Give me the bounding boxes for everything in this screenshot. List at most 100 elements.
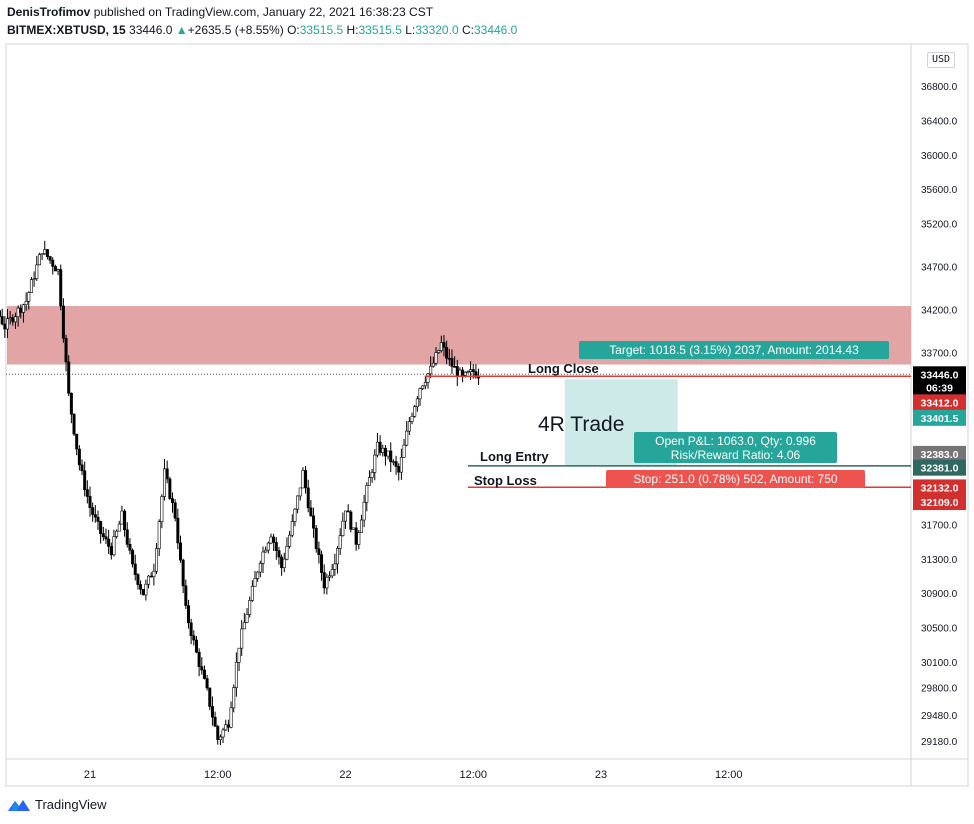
candle[interactable] bbox=[168, 476, 172, 500]
candle[interactable] bbox=[43, 240, 47, 256]
candle[interactable] bbox=[51, 257, 55, 275]
candle[interactable] bbox=[45, 248, 49, 260]
candle[interactable] bbox=[192, 630, 196, 646]
candle[interactable] bbox=[173, 499, 177, 522]
candle[interactable] bbox=[293, 508, 297, 527]
candle[interactable] bbox=[386, 450, 390, 460]
candle[interactable] bbox=[149, 572, 153, 578]
candle[interactable] bbox=[107, 529, 111, 554]
candle[interactable] bbox=[253, 571, 257, 587]
candle[interactable] bbox=[277, 546, 281, 565]
candle[interactable] bbox=[160, 494, 164, 529]
candle[interactable] bbox=[226, 719, 230, 732]
candle[interactable] bbox=[413, 404, 417, 418]
candle[interactable] bbox=[136, 572, 140, 590]
candle[interactable] bbox=[0, 306, 2, 320]
candle[interactable] bbox=[429, 356, 433, 379]
candle[interactable] bbox=[357, 529, 361, 550]
candle[interactable] bbox=[367, 470, 371, 486]
candle[interactable] bbox=[378, 435, 382, 456]
candle[interactable] bbox=[189, 618, 193, 645]
candle[interactable] bbox=[184, 579, 188, 610]
candle[interactable] bbox=[466, 370, 470, 374]
candle[interactable] bbox=[445, 340, 449, 365]
candle[interactable] bbox=[458, 367, 462, 377]
candle[interactable] bbox=[96, 510, 100, 531]
candle[interactable] bbox=[402, 438, 406, 458]
candle[interactable] bbox=[59, 264, 63, 311]
candle[interactable] bbox=[370, 468, 374, 483]
candle[interactable] bbox=[365, 482, 369, 512]
candle[interactable] bbox=[112, 529, 116, 557]
tradingview-watermark[interactable]: TradingView bbox=[7, 797, 107, 812]
candle[interactable] bbox=[309, 499, 313, 517]
candle[interactable] bbox=[381, 444, 385, 457]
price-tag[interactable]: 33446.0 bbox=[913, 366, 966, 383]
candle[interactable] bbox=[5, 309, 9, 338]
author-name[interactable]: DenisTrofimov bbox=[7, 5, 91, 19]
candle[interactable] bbox=[99, 520, 103, 544]
candle[interactable] bbox=[194, 636, 198, 654]
candle[interactable] bbox=[197, 648, 201, 677]
candle[interactable] bbox=[202, 665, 206, 680]
candle[interactable] bbox=[256, 570, 260, 582]
price-tag[interactable]: 06:39 bbox=[913, 379, 966, 396]
candle[interactable] bbox=[304, 465, 308, 494]
candle[interactable] bbox=[312, 507, 316, 538]
price-tag[interactable]: 32381.0 bbox=[913, 459, 966, 476]
candle[interactable] bbox=[147, 575, 151, 589]
candle[interactable] bbox=[64, 334, 68, 372]
candle[interactable] bbox=[128, 538, 132, 555]
candle[interactable] bbox=[178, 535, 182, 563]
candle[interactable] bbox=[314, 525, 318, 553]
candle[interactable] bbox=[269, 533, 273, 545]
candle[interactable] bbox=[163, 459, 167, 501]
candle[interactable] bbox=[176, 508, 180, 550]
price-tag[interactable]: 32132.0 bbox=[913, 479, 966, 496]
target-box[interactable]: Target: 1018.5 (3.15%) 2037, Amount: 201… bbox=[579, 341, 889, 359]
candle[interactable] bbox=[67, 355, 71, 396]
candle[interactable] bbox=[405, 420, 409, 447]
candle[interactable] bbox=[104, 528, 108, 545]
candle[interactable] bbox=[232, 684, 236, 713]
candle[interactable] bbox=[61, 298, 65, 343]
candle[interactable] bbox=[282, 552, 286, 573]
candle[interactable] bbox=[351, 527, 355, 530]
candle[interactable] bbox=[35, 255, 39, 282]
candle[interactable] bbox=[93, 505, 97, 523]
candle[interactable] bbox=[325, 573, 329, 595]
candle[interactable] bbox=[442, 335, 446, 357]
candle[interactable] bbox=[77, 445, 81, 471]
candle[interactable] bbox=[157, 519, 161, 557]
price-tag[interactable]: 32383.0 bbox=[913, 445, 966, 462]
candle[interactable] bbox=[115, 529, 119, 539]
candle[interactable] bbox=[306, 479, 310, 513]
candle[interactable] bbox=[240, 620, 244, 656]
candle[interactable] bbox=[320, 550, 324, 581]
candle[interactable] bbox=[32, 271, 36, 287]
candle[interactable] bbox=[120, 505, 124, 525]
candle[interactable] bbox=[421, 385, 425, 391]
candle[interactable] bbox=[301, 467, 305, 489]
candle[interactable] bbox=[389, 442, 393, 472]
candle[interactable] bbox=[152, 563, 156, 586]
candle[interactable] bbox=[423, 376, 427, 390]
candle[interactable] bbox=[221, 727, 225, 744]
candle[interactable] bbox=[85, 480, 89, 504]
candle[interactable] bbox=[296, 495, 300, 514]
candle[interactable] bbox=[322, 564, 326, 594]
pnl-box[interactable]: Open P&L: 1063.0, Qty: 0.996Risk/Reward … bbox=[634, 432, 837, 463]
candle[interactable] bbox=[272, 533, 276, 551]
candle[interactable] bbox=[181, 558, 185, 594]
candle[interactable] bbox=[461, 367, 465, 383]
candle[interactable] bbox=[274, 537, 278, 560]
candle[interactable] bbox=[407, 417, 411, 436]
candle[interactable] bbox=[258, 560, 262, 578]
candle[interactable] bbox=[434, 347, 438, 366]
candle[interactable] bbox=[450, 349, 454, 374]
candle[interactable] bbox=[27, 291, 31, 310]
candle[interactable] bbox=[125, 522, 129, 548]
candle[interactable] bbox=[141, 588, 145, 596]
price-tag[interactable]: 33412.0 bbox=[913, 394, 966, 411]
